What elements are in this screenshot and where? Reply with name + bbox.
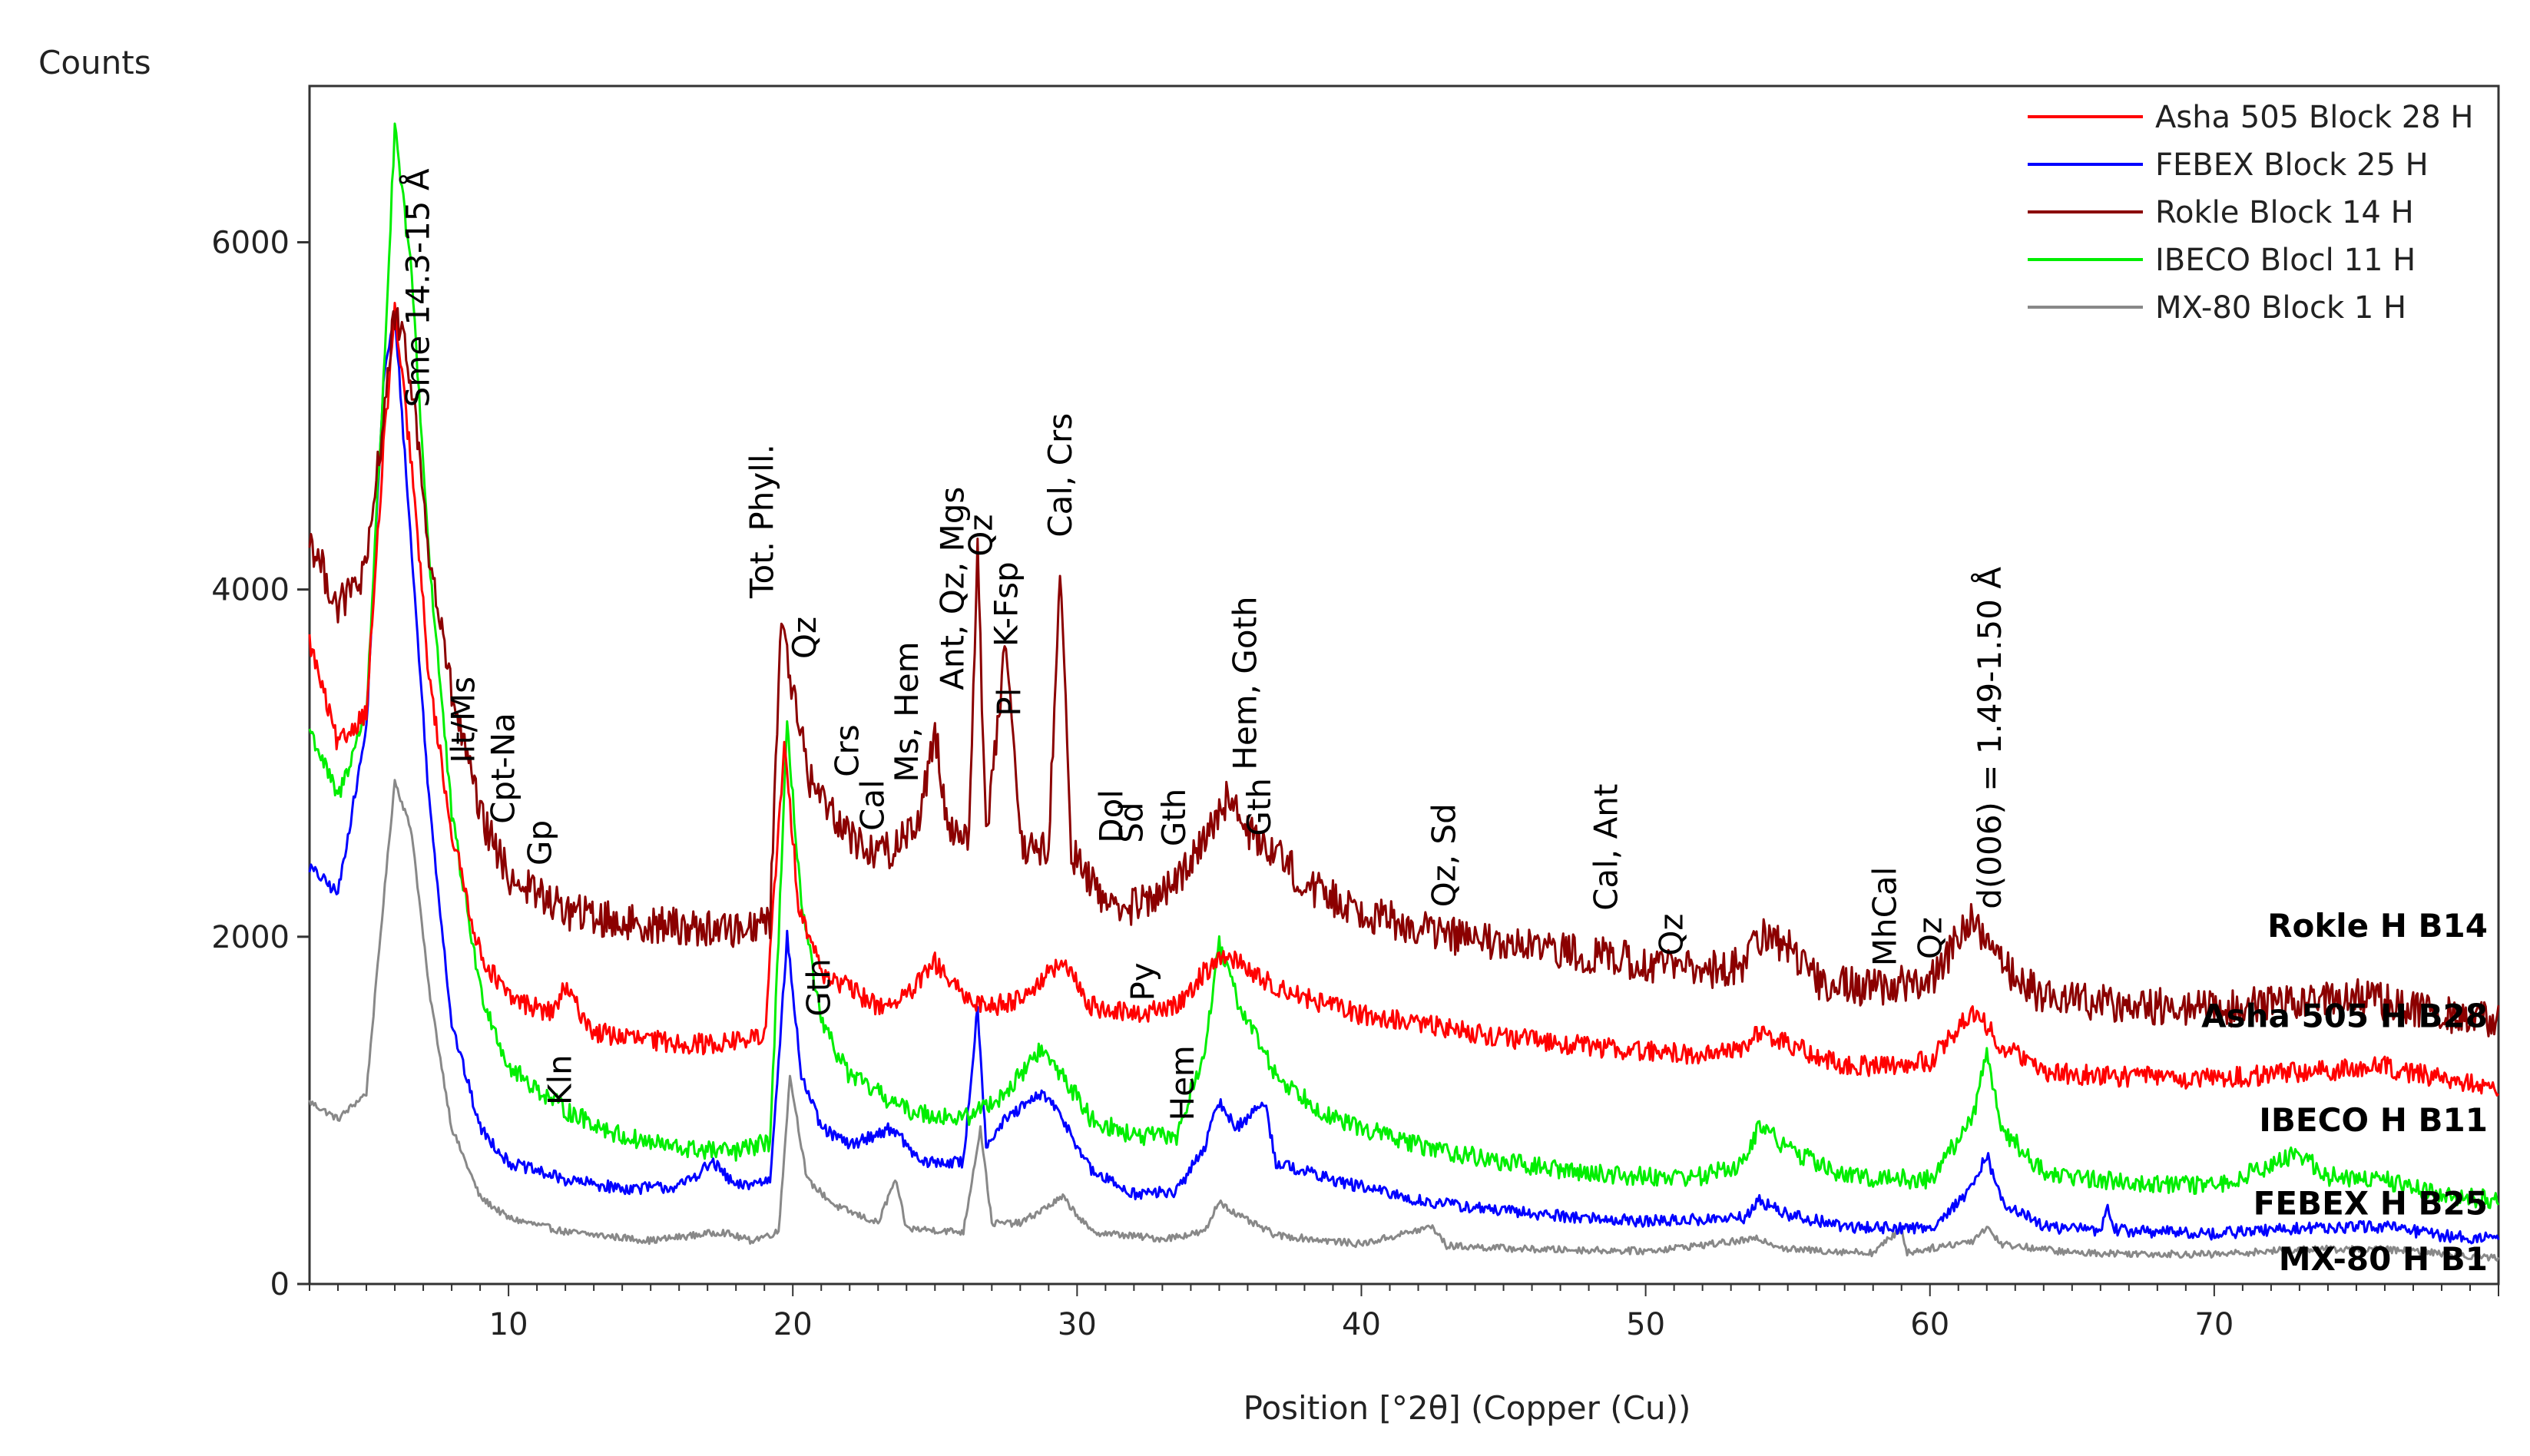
peak-annotation: Sd [1113,802,1151,842]
y-tick-label: 6000 [211,225,290,260]
peak-annotation: Qz [962,515,999,557]
peak-annotation: Cal, Crs [1041,413,1079,538]
series-febex-line [308,308,2500,1245]
peak-annotation: Cal, Ant [1588,784,1625,911]
series-label-febex: FEBEX H B25 [2253,1185,2488,1223]
tick-layer: 0 2000 4000 6000 10 20 30 40 50 60 70 [211,225,2499,1342]
legend-entry: IBECO Blocl 11 H [2155,243,2416,278]
peak-annotation: Dol [1093,789,1131,843]
peak-annotation: Gp [522,820,559,865]
y-axis-title: Counts [38,44,151,81]
peak-annotation: Tot. Phyll. [743,444,780,599]
series-label-ibeco: IBECO H B11 [2259,1101,2488,1139]
peak-annotation: Gth [1155,789,1193,847]
legend-entry: Asha 505 Block 28 H [2155,100,2473,135]
series-label-mx80: MX-80 H B1 [2279,1240,2488,1278]
x-tick-label: 60 [1910,1307,1949,1342]
peak-annotation: Pl [990,688,1028,716]
series-label-rokle: Rokle H B14 [2267,907,2488,945]
peak-annotation: Gth [800,958,837,1017]
x-tick-label: 70 [2194,1307,2234,1342]
peak-annotation: Hem, Goth [1226,596,1263,769]
series-rokle-line [308,306,2500,1037]
series-mx80-line [308,779,2500,1262]
x-axis-title: Position [°2θ] (Copper (Cu)) [1243,1389,1691,1427]
peak-annotation: Sme 14.3-15 Å [398,168,436,407]
peak-annotation: d(006) = 1.49-1.50 Å [1970,567,2008,909]
x-tick-label: 10 [489,1307,528,1342]
series-asha-line [308,302,2500,1097]
x-tick-label: 20 [773,1307,813,1342]
peak-annotation: Gth [1240,778,1278,836]
legend-box [2022,91,2490,344]
y-tick-label: 0 [270,1267,290,1302]
peak-annotation: Cpt-Na [484,713,522,824]
peak-annotation: Qz [786,617,823,659]
peak-annotation: Kln [541,1054,579,1105]
legend-entry: MX-80 Block 1 H [2155,290,2406,326]
peak-annotation: Ilt/Ms [445,677,482,763]
peak-annotation: Cal [854,779,892,831]
y-tick-label: 2000 [211,920,290,955]
legend-entry: FEBEX Block 25 H [2155,147,2429,183]
x-tick-label: 50 [1626,1307,1665,1342]
x-tick-label: 40 [1342,1307,1381,1342]
peak-annotation: Hem [1164,1045,1201,1120]
series-ibeco-line [308,122,2500,1209]
series-label-asha: Asha 505 H B28 [2201,997,2488,1034]
legend: Asha 505 Block 28 H FEBEX Block 25 H Rokle… [2022,91,2490,344]
peak-annotation: Qz [1653,914,1691,956]
peak-annotation: Qz, Sd [1426,803,1463,907]
peak-annotation: Ms, Hem [888,641,926,782]
series-layer [308,122,2500,1262]
peak-annotation: Ant, Qz, Mgs [933,487,971,690]
legend-entry: Rokle Block 14 H [2155,195,2414,230]
x-tick-label: 30 [1058,1307,1097,1342]
peak-annotation: Crs [828,724,866,776]
peak-annotation: K-Fsp [988,561,1025,647]
peak-annotation: Qz [1912,917,1949,959]
peak-annotation: MhCal [1866,867,1903,967]
series-label-layer: Rokle H B14 Asha 505 H B28 IBECO H B11 FEBE… [2201,907,2488,1278]
peak-annotation: Py [1124,962,1161,1001]
plot-frame [308,84,2500,1286]
y-tick-label: 4000 [211,573,290,608]
